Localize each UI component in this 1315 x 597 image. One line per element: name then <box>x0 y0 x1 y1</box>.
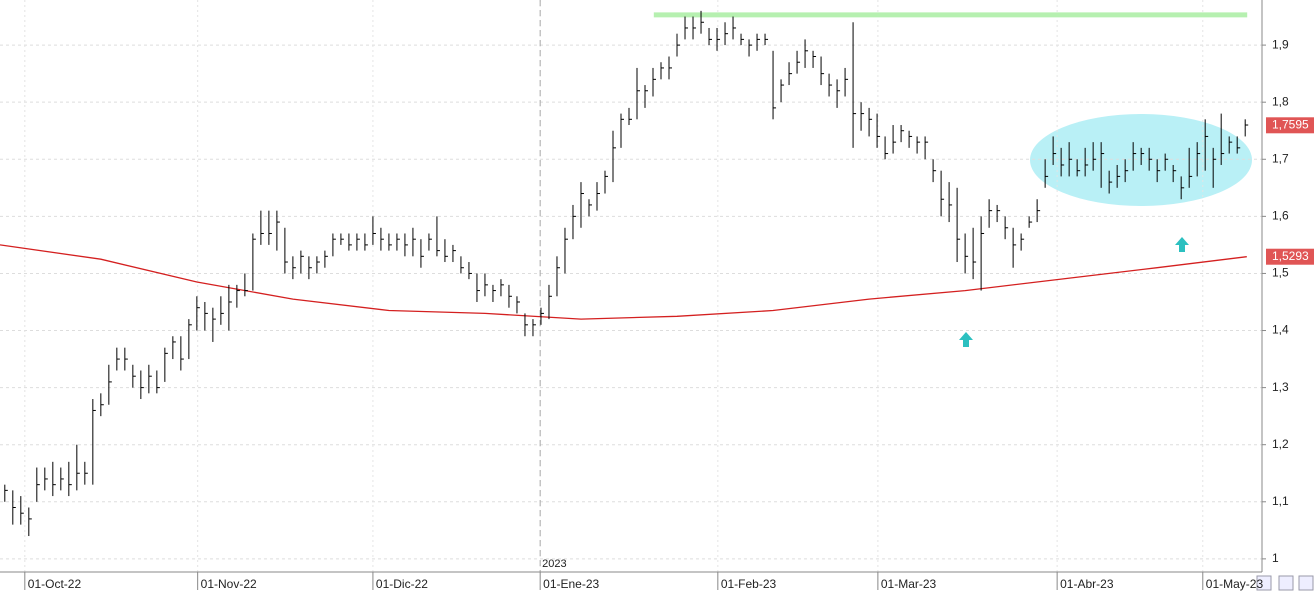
x-tick-label: 01-Feb-23 <box>721 577 777 591</box>
y-tick-label: 1,4 <box>1272 323 1289 337</box>
x-tick-label: 01-Abr-23 <box>1060 577 1114 591</box>
price-badge <box>1266 117 1314 134</box>
x-tick-label: 01-Oct-22 <box>28 577 82 591</box>
y-tick-label: 1,3 <box>1272 380 1289 394</box>
edit-button[interactable] <box>1298 575 1314 591</box>
year-label: 2023 <box>542 558 566 570</box>
plot: 2023 <box>0 0 1262 572</box>
price-label: 1,5293 <box>1272 249 1309 263</box>
up-arrow <box>959 332 973 347</box>
price-label: 1,7595 <box>1272 117 1309 131</box>
up-arrow <box>1175 237 1189 252</box>
y-tick-label: 1,7 <box>1272 151 1289 165</box>
zoom-button[interactable] <box>1256 575 1272 591</box>
y-tick-label: 1 <box>1272 551 1279 565</box>
y-tick-label: 1,5 <box>1272 266 1289 280</box>
y-tick-label: 1,6 <box>1272 209 1289 223</box>
price-badge <box>1266 248 1314 265</box>
y-tick-label: 1,8 <box>1272 94 1289 108</box>
x-tick-label: 01-Dic-22 <box>376 577 428 591</box>
y-tick-label: 1,1 <box>1272 494 1289 508</box>
save-button[interactable] <box>1278 575 1294 591</box>
moving-average <box>0 244 1247 320</box>
x-tick-label: 01-Mar-23 <box>881 577 937 591</box>
x-tick-label: 01-Ene-23 <box>543 577 599 591</box>
x-tick-label: 01-May-23 <box>1206 577 1264 591</box>
y-tick-label: 1,9 <box>1272 37 1289 51</box>
x-tick-label: 01-Nov-22 <box>201 577 257 591</box>
y-tick-label: 1,2 <box>1272 437 1289 451</box>
